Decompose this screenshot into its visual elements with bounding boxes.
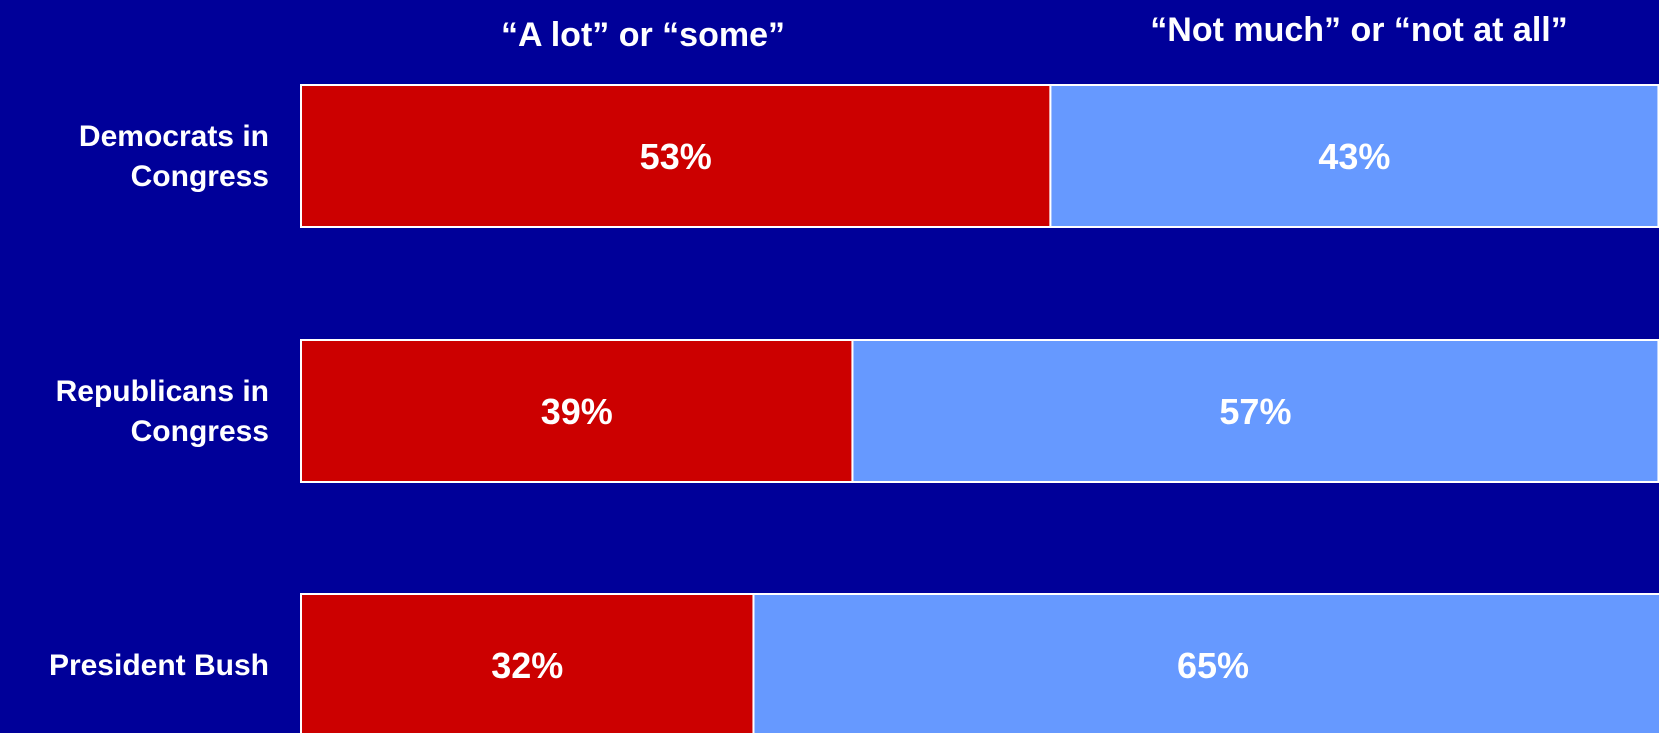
series-label-2: “Not much” or “not at all” — [1150, 11, 1567, 49]
bar-s1-c3 — [300, 593, 755, 733]
bar-s2-c3 — [752, 593, 1659, 733]
value-label-s2-c2: 57% — [1219, 391, 1291, 432]
value-label-s2-c3: 65% — [1177, 645, 1249, 686]
bar-s2-c1 — [1049, 84, 1659, 228]
category-label-2-line-2: Congress — [131, 415, 269, 448]
value-label-s1-c2: 39% — [541, 391, 613, 432]
value-label-s1-c3: 32% — [491, 645, 563, 686]
category-label-1-line-1: Democrats in — [79, 120, 269, 153]
bar-s1-c1 — [300, 84, 1052, 228]
category-label-2: Republicans in Congress — [56, 375, 269, 448]
category-label-1: Democrats in Congress — [79, 120, 269, 193]
category-label-1-line-2: Congress — [131, 160, 269, 193]
bar-s2-c2 — [851, 339, 1659, 483]
category-labels: Democrats in Congress Republicans in Congre… — [49, 120, 269, 682]
series-label-1: “A lot” or “some” — [501, 16, 785, 54]
value-label-s1-c1: 53% — [640, 136, 712, 177]
category-label-3: President Bush — [49, 649, 269, 682]
value-label-s2-c1: 43% — [1318, 136, 1390, 177]
value-labels: 53% 43% 39% 57% 32% 65% — [491, 136, 1390, 686]
bar-s1-c2 — [300, 339, 854, 483]
bars-group — [300, 84, 1659, 733]
category-label-2-line-1: Republicans in — [56, 375, 269, 408]
category-label-3-line-1: President Bush — [49, 649, 269, 682]
